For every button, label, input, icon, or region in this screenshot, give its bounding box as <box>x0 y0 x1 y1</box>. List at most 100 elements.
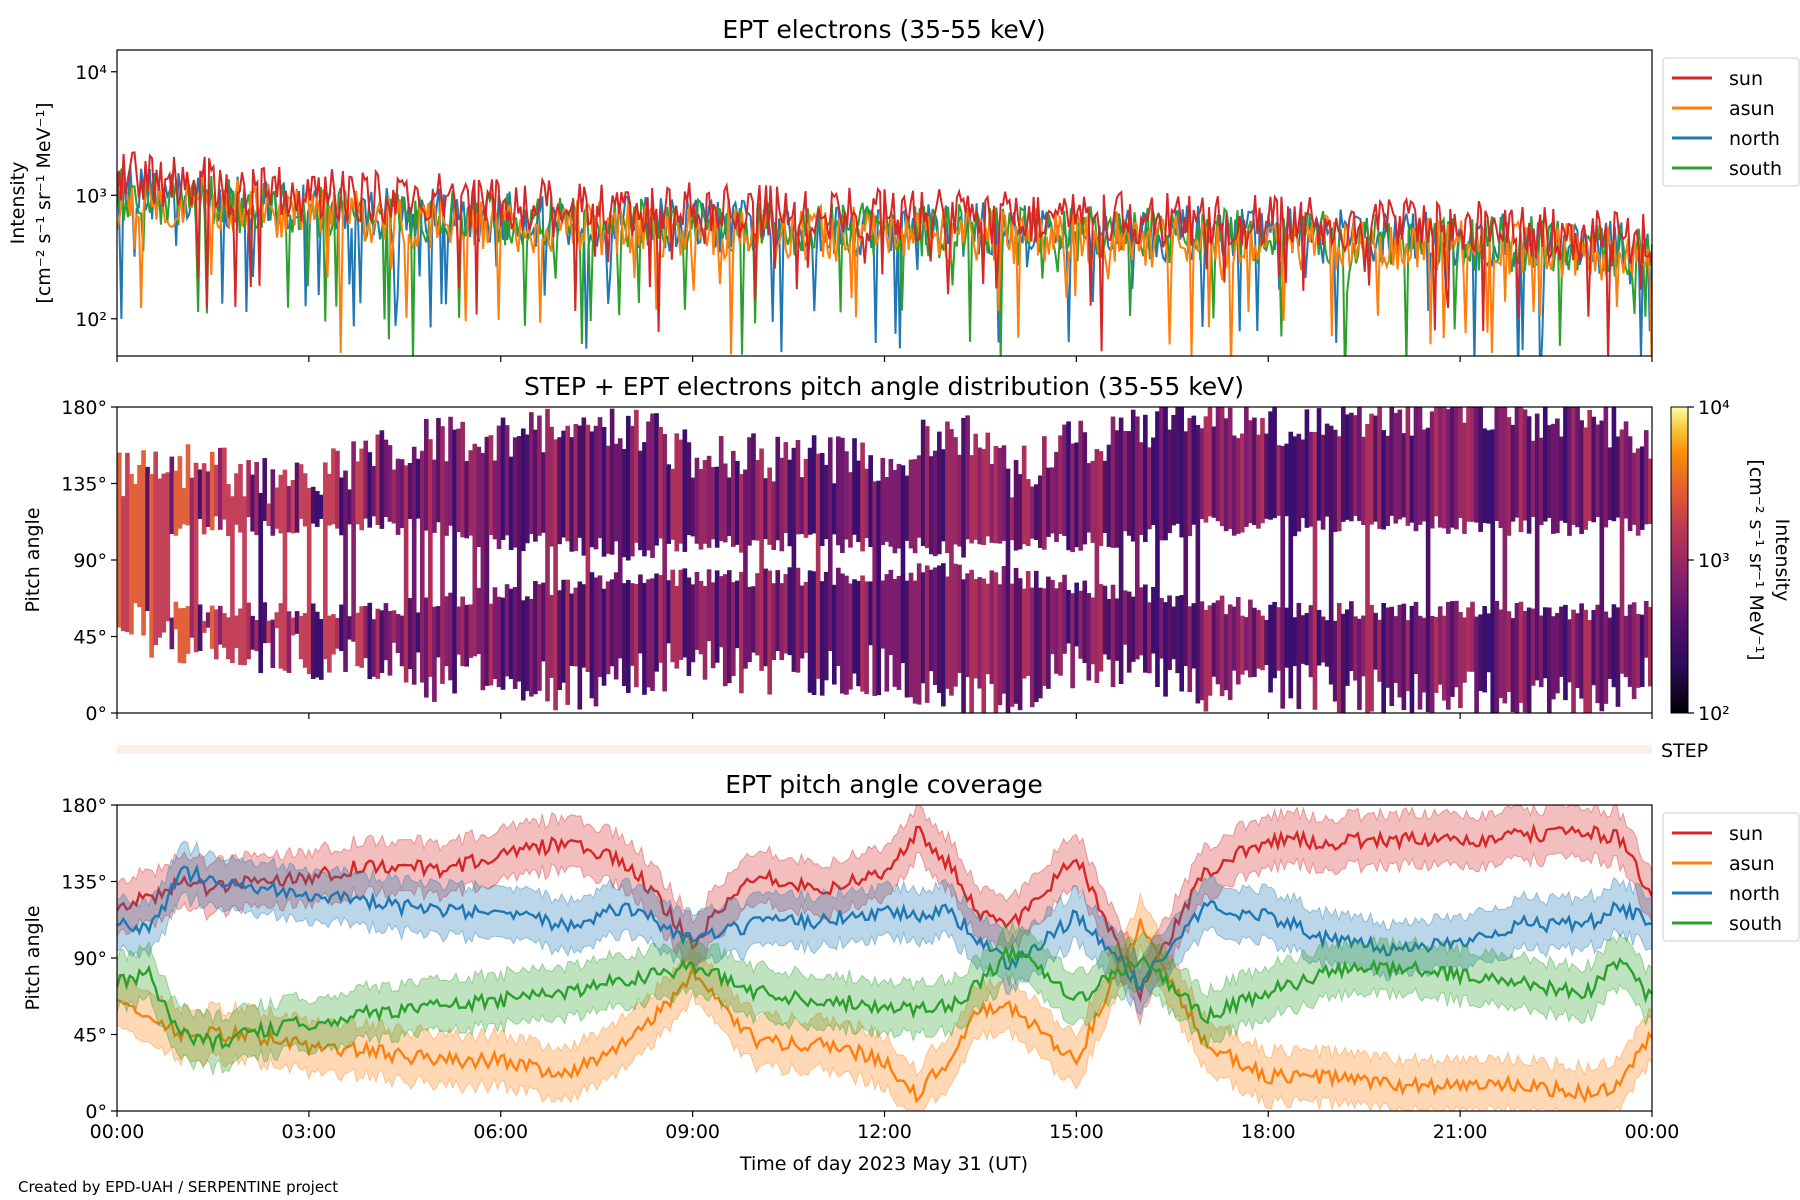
heatmap-cell <box>189 477 195 638</box>
heatmap-cell <box>1312 432 1318 710</box>
heatmap-cell <box>1175 407 1180 524</box>
heatmap-cell <box>957 454 962 547</box>
heatmap-cell <box>945 576 950 689</box>
heatmap-cell <box>1175 595 1180 674</box>
heatmap-cell <box>1227 604 1233 701</box>
heatmap-cell <box>314 611 320 678</box>
heatmap-cell <box>1579 603 1584 699</box>
heatmap-cell <box>981 449 987 546</box>
heatmap-cell <box>363 605 369 659</box>
heatmap-cell <box>977 447 983 545</box>
heatmap-cell <box>1425 427 1431 713</box>
heatmap-cell <box>375 434 381 526</box>
coverage-line-south <box>117 943 1652 1054</box>
heatmap-cell <box>1143 584 1148 673</box>
legend-label-sun: sun <box>1729 823 1763 845</box>
heatmap-cell <box>864 581 869 695</box>
heatmap-cell <box>1332 429 1338 532</box>
heatmap-cell <box>1102 460 1108 534</box>
heatmap-cell <box>549 595 554 678</box>
heatmap-cell <box>165 472 171 622</box>
heatmap-cell <box>1429 411 1435 529</box>
panel3-title: EPT pitch angle coverage <box>725 770 1043 799</box>
heatmap-cell <box>807 570 813 693</box>
y-tick-label: 0° <box>85 1101 107 1123</box>
heatmap-cell <box>270 619 276 669</box>
heatmap-cell <box>1575 407 1580 528</box>
heatmap-cell <box>1054 588 1059 674</box>
heatmap-cell <box>1542 607 1548 679</box>
heatmap-cell <box>1106 599 1112 660</box>
heatmap-cell <box>973 579 979 679</box>
heatmap-cell <box>1377 619 1382 682</box>
heatmap-cell <box>666 580 672 644</box>
heatmap-cell <box>1231 435 1237 536</box>
heatmap-cell <box>250 615 255 650</box>
heatmap-cell <box>1603 407 1609 528</box>
heatmap-cell <box>609 579 615 667</box>
heatmap-cell <box>1563 407 1568 523</box>
heatmap-cell <box>928 456 934 555</box>
heatmap-cell <box>254 462 259 536</box>
heatmap-cell <box>1647 458 1652 524</box>
heatmap-cell <box>1138 442 1144 535</box>
heatmap-cell <box>1538 437 1544 526</box>
heatmap-cell <box>367 602 373 680</box>
heatmap-cell <box>1389 606 1395 707</box>
heatmap-cell <box>1021 445 1027 545</box>
heatmap-cell <box>1462 422 1467 534</box>
heatmap-cell <box>1514 602 1520 713</box>
heatmap-cell <box>1563 604 1568 701</box>
heatmap-cell <box>480 452 486 691</box>
heatmap-cell <box>1235 438 1241 534</box>
heatmap-cell <box>173 601 179 630</box>
heatmap-cell <box>1098 451 1104 547</box>
heatmap-cell <box>674 433 680 552</box>
heatmap-cell <box>1215 600 1221 685</box>
heatmap-cell <box>872 481 878 696</box>
heatmap-cell <box>888 569 894 656</box>
heatmap-cell <box>710 582 716 669</box>
heatmap-cell <box>1143 414 1148 543</box>
heatmap-cell <box>1029 587 1035 708</box>
heatmap-cell <box>177 608 183 663</box>
heatmap-cell <box>1595 424 1601 518</box>
heatmap-cell <box>1163 407 1168 541</box>
heatmap-cell <box>1555 418 1560 534</box>
heatmap-cell <box>763 478 768 540</box>
heatmap-cell <box>177 456 183 529</box>
heatmap-cell <box>310 603 316 680</box>
heatmap-cell <box>1643 600 1649 658</box>
heatmap-cell <box>294 611 300 634</box>
heatmap-cell <box>209 451 215 531</box>
heatmap-cell <box>617 438 623 659</box>
heatmap-cell <box>529 598 534 697</box>
heatmap-cell <box>1264 619 1269 666</box>
heatmap-cell <box>840 573 845 694</box>
heatmap-cell <box>880 457 886 546</box>
heatmap-cell <box>1445 409 1451 534</box>
heatmap-cell <box>1106 444 1112 547</box>
heatmap-cell <box>1615 436 1621 518</box>
heatmap-cell <box>1211 602 1217 677</box>
heatmap-cell <box>375 608 381 679</box>
heatmap-cell <box>912 459 918 554</box>
heatmap-cell <box>1393 616 1399 683</box>
heatmap-cell <box>932 567 938 686</box>
heatmap-cell <box>569 593 575 666</box>
panel1-x-ticks <box>116 356 1653 362</box>
legend-box <box>1662 812 1800 942</box>
heatmap-cell <box>1268 604 1273 693</box>
heatmap-cell <box>1413 407 1419 532</box>
heatmap-cell <box>468 604 474 658</box>
heatmap-cell <box>718 436 724 542</box>
heatmap-cell <box>133 483 138 604</box>
heatmap-cell <box>407 598 413 670</box>
heatmap-cell <box>767 467 772 545</box>
heatmap-cell <box>1114 598 1120 661</box>
heatmap-cell <box>533 580 538 695</box>
heatmap-cell <box>961 579 966 713</box>
heatmap-cell <box>969 455 974 544</box>
heatmap-cell <box>670 569 676 663</box>
